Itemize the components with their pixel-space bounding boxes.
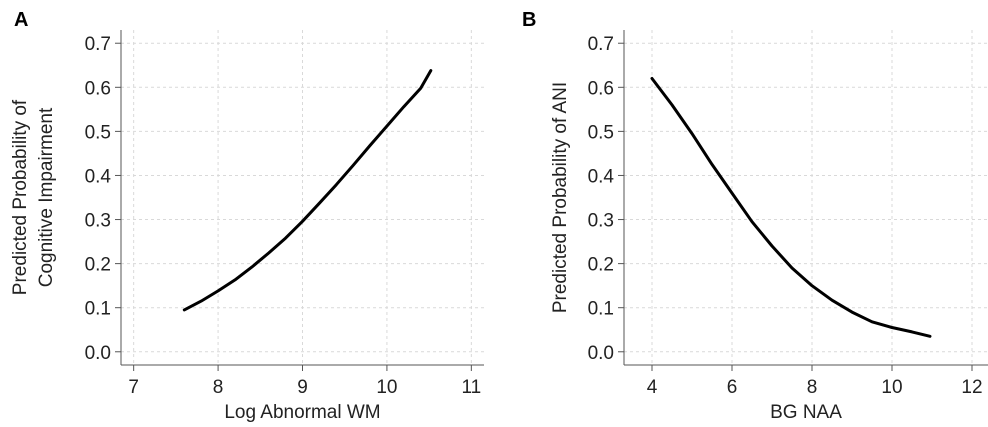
x-tick-label: 8 — [807, 377, 818, 398]
x-tick-label: 10 — [376, 377, 397, 398]
x-axis-title: Log Abnormal WM — [224, 402, 380, 423]
chart-panel-b: 0.0 0.1 0.2 0.3 0.4 0.5 0.6 0.7 4 6 8 10 12 BG NAA Pre… — [522, 9, 988, 423]
x-tick-label: 10 — [881, 377, 902, 398]
y-tick-label: 0.5 — [85, 122, 111, 143]
x-tick-label: 4 — [647, 377, 658, 398]
x-tick-label: 9 — [297, 377, 308, 398]
y-tick-label: 0.5 — [588, 122, 614, 143]
x-tick-label: 7 — [128, 377, 139, 398]
x-axis-title: BG NAA — [770, 402, 842, 423]
x-tick-label: 11 — [461, 377, 481, 398]
y-tick-label: 0.4 — [85, 166, 112, 187]
y-tick-label: 0.3 — [85, 211, 111, 232]
x-tick-label: 6 — [727, 377, 738, 398]
y-tick-label: 0.7 — [85, 34, 111, 55]
y-tick-label: 0.3 — [588, 211, 614, 232]
panel-letter: A — [14, 9, 28, 31]
y-axis-title-line: Predicted Probability of ANI — [550, 82, 571, 313]
y-tick-label: 0.1 — [588, 299, 614, 320]
y-axis-title-line: Cognitive Impairment — [36, 107, 57, 287]
chart-panel-a: 0.0 0.1 0.2 0.3 0.4 0.5 0.6 0.7 7 8 9 10 11 Log Abnor… — [10, 9, 484, 423]
x-tick-label: 12 — [961, 377, 982, 398]
y-tick-label: 0.2 — [588, 255, 614, 276]
y-tick-label: 0.7 — [588, 34, 614, 55]
series-line — [182, 69, 433, 312]
y-tick-label: 0.0 — [588, 343, 614, 364]
series-line — [650, 77, 932, 338]
y-axis-title-line: Predicted Probability of — [10, 99, 31, 295]
x-tick-label: 8 — [213, 377, 224, 398]
y-tick-label: 0.0 — [85, 343, 111, 364]
y-tick-label: 0.6 — [85, 78, 111, 99]
y-tick-label: 0.6 — [588, 78, 614, 99]
y-tick-label: 0.2 — [85, 255, 111, 276]
y-tick-label: 0.1 — [85, 299, 111, 320]
panel-letter: B — [522, 9, 536, 31]
y-tick-label: 0.4 — [588, 166, 615, 187]
